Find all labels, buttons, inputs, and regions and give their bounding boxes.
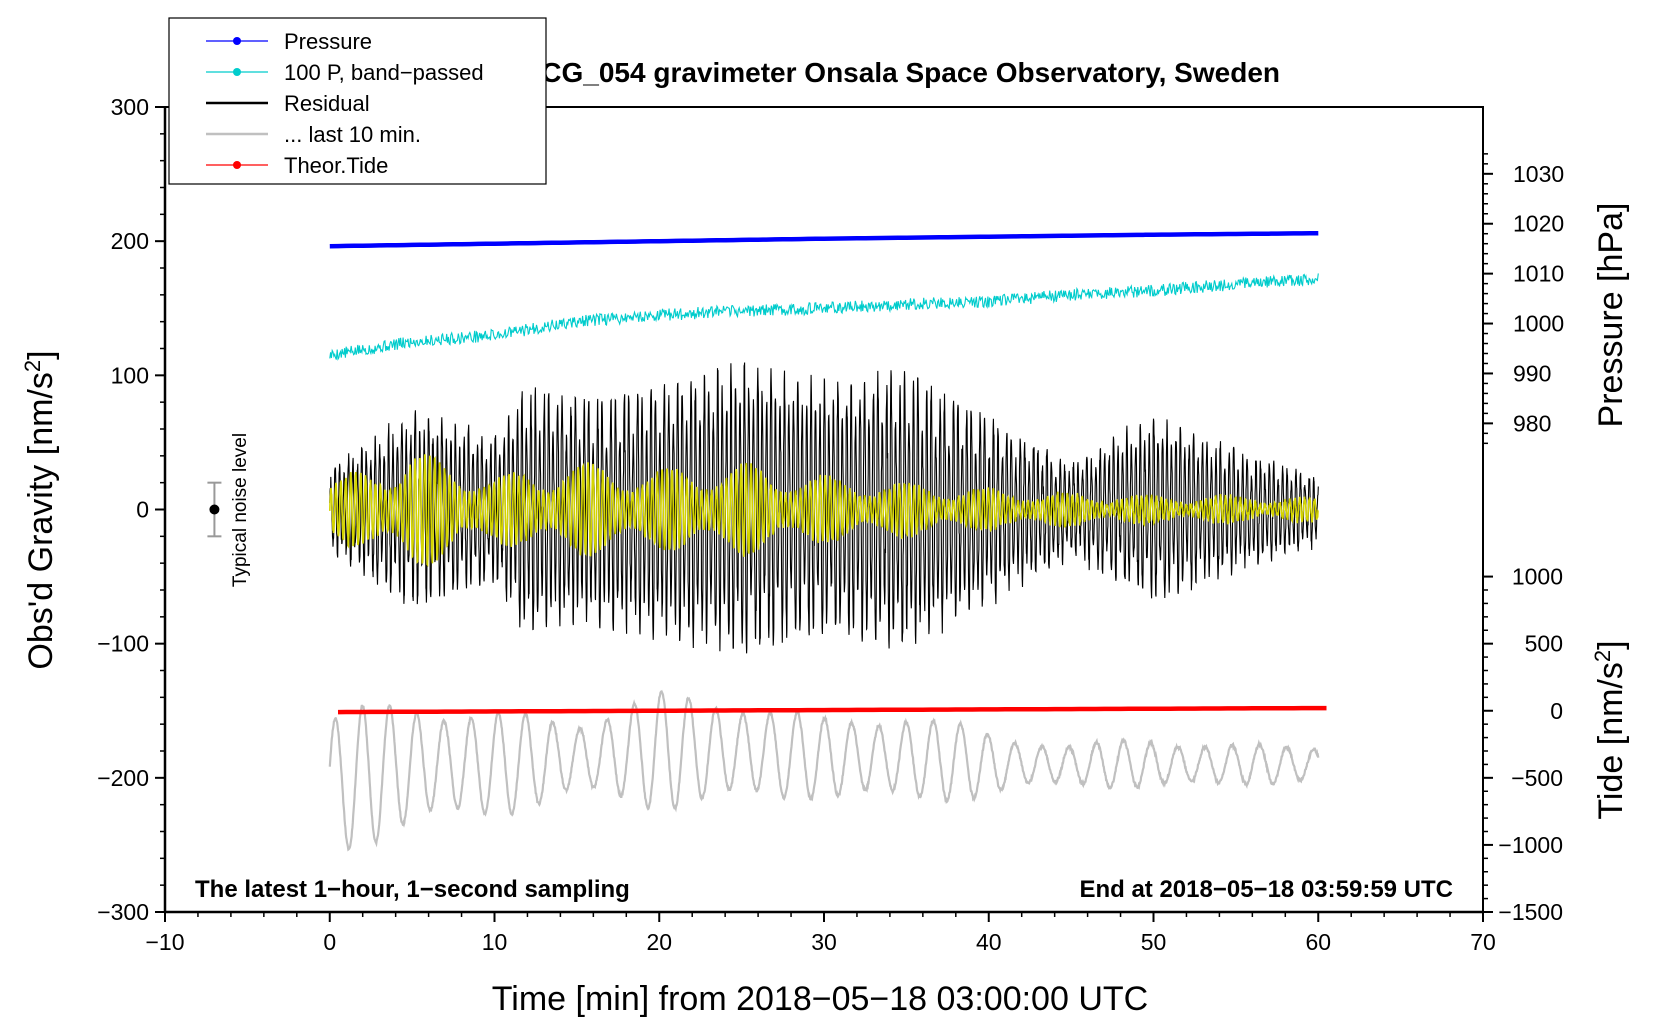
noise-dot [209, 504, 220, 515]
x-tick-label: 70 [1470, 929, 1496, 955]
y-tick-label: −100 [97, 631, 149, 657]
legend-item: Theor.Tide [206, 153, 388, 178]
legend-item: ... last 10 min. [206, 122, 421, 147]
y-tick-label: −300 [97, 899, 149, 925]
legend-label: Pressure [284, 29, 372, 54]
legend-item: Residual [206, 91, 370, 116]
legend: Pressure 100 P, band−passed Residual ... la… [168, 17, 547, 185]
x-tick-label: −10 [145, 929, 184, 955]
pressure-tick-label: 1020 [1513, 211, 1564, 237]
series-theoretical-tide [337, 705, 1327, 715]
chart-title: SCG_054 gravimeter Onsala Space Observat… [523, 57, 1280, 88]
annotation-sampling: The latest 1−hour, 1−second sampling [195, 876, 630, 903]
legend-label: 100 P, band−passed [284, 60, 484, 85]
y-tick-label: −200 [97, 765, 149, 791]
noise-level-label: Typical noise level [230, 433, 251, 587]
x-tick-label: 30 [811, 929, 837, 955]
legend-item: 100 P, band−passed [206, 60, 484, 85]
x-tick-label: 10 [482, 929, 508, 955]
y-axis-label-left-end: ] [22, 350, 60, 359]
ticks-layer: −10 0 10 20 30 40 50 60 703002001000−100−200−300… [97, 94, 1564, 955]
x-tick-label: 40 [976, 929, 1002, 955]
tide-tick-label: −1000 [1498, 832, 1563, 858]
x-tick-label: 60 [1305, 929, 1331, 955]
y-axis-label-tide-sup: 2 [1590, 650, 1615, 662]
legend-swatch-dot [233, 37, 241, 45]
x-axis-label: Time [min] from 2018−05−18 03:00:00 UTC [492, 980, 1148, 1018]
legend-label: ... last 10 min. [284, 122, 421, 147]
x-tick-label: 20 [646, 929, 672, 955]
y-axis-label-pressure: Pressure [hPa] [1592, 203, 1630, 428]
tide-tick-label: 1000 [1512, 564, 1563, 590]
pressure-tick-label: 990 [1513, 360, 1551, 386]
series-pressure [329, 230, 1319, 249]
y-tick-label: 0 [136, 497, 149, 523]
series-residual-filtered [329, 454, 1319, 568]
tide-tick-label: −1500 [1498, 899, 1563, 925]
legend-item: Pressure [206, 29, 372, 54]
y-tick-label: 100 [111, 362, 149, 388]
series-last-10-min [328, 689, 1320, 852]
y-axis-label-left-sup: 2 [20, 360, 45, 372]
y-axis-label-left: Obs'd Gravity [nm/s2] [20, 350, 61, 669]
y-axis-label-tide-end: ] [1592, 640, 1630, 649]
legend-swatch-dot [233, 68, 241, 76]
series-layer [328, 230, 1327, 852]
series-residual [329, 362, 1319, 654]
pressure-tick-label: 1000 [1513, 311, 1564, 337]
y-axis-label-tide-main: Tide [nm/s [1592, 662, 1630, 819]
tide-tick-label: 500 [1525, 631, 1563, 657]
legend-label: Theor.Tide [284, 153, 388, 178]
x-tick-label: 50 [1141, 929, 1167, 955]
y-axis-label-left-main: Obs'd Gravity [nm/s [22, 372, 60, 669]
annotation-end-time: End at 2018−05−18 03:59:59 UTC [1079, 876, 1453, 903]
y-tick-label: 200 [111, 228, 149, 254]
pressure-tick-label: 980 [1513, 410, 1551, 436]
legend-label: Residual [284, 91, 370, 116]
series-band-passed [329, 273, 1319, 361]
legend-box [168, 17, 547, 185]
tide-tick-label: −500 [1511, 765, 1563, 791]
y-axis-label-tide: Tide [nm/s2] [1590, 640, 1631, 819]
x-tick-label: 0 [323, 929, 336, 955]
legend-swatch-dot [233, 161, 241, 169]
pressure-tick-label: 1030 [1513, 161, 1564, 187]
y-tick-label: 300 [111, 94, 149, 120]
pressure-tick-label: 1010 [1513, 261, 1564, 287]
tide-tick-label: 0 [1550, 698, 1563, 724]
noise-level-indicator: Typical noise level [207, 433, 251, 587]
